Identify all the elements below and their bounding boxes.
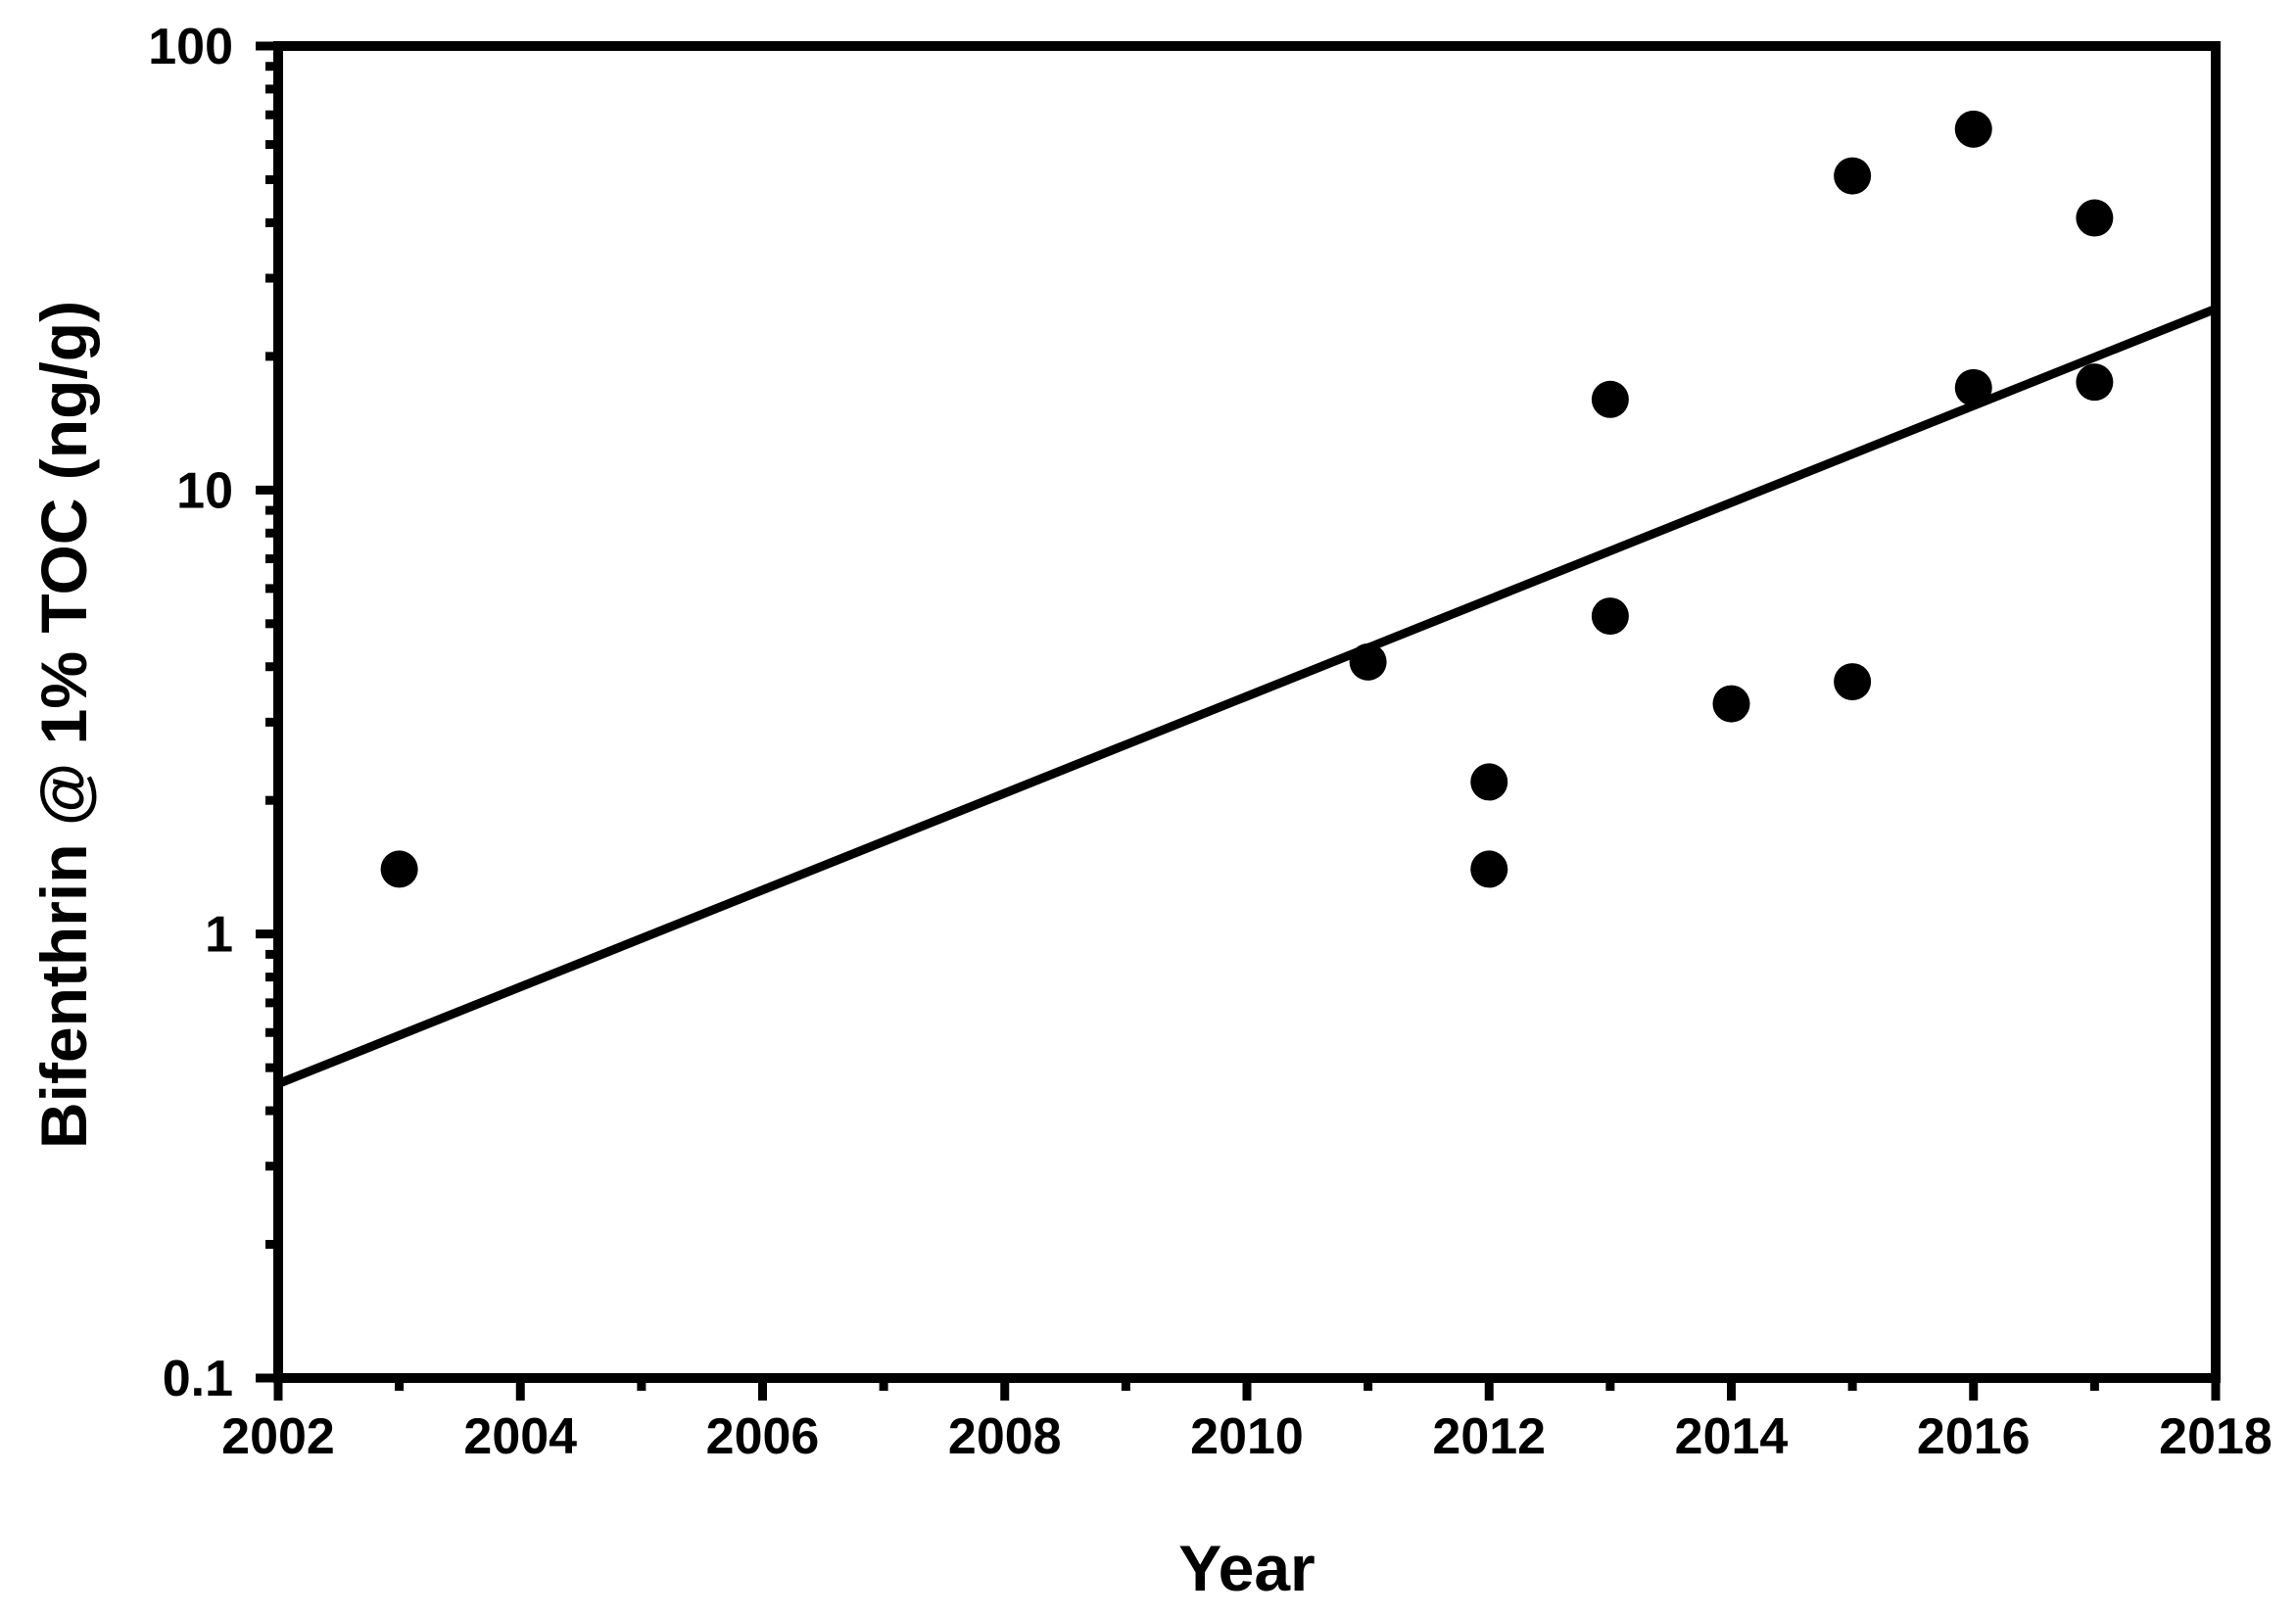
x-tick-label: 2018: [2159, 1408, 2272, 1465]
trend-line-group: [276, 305, 2218, 1088]
x-tick-label: 2016: [1917, 1408, 2031, 1465]
data-point: [1591, 597, 1629, 636]
y-axis-label: Bifenthrin @ 1% TOC (ng/g): [27, 301, 100, 1149]
axis-labels: Year Bifenthrin @ 1% TOC (ng/g): [27, 301, 1315, 1604]
x-tick-label: 2006: [706, 1408, 820, 1465]
data-point: [1954, 368, 1992, 406]
data-point: [1712, 685, 1750, 723]
x-tick-label: 2012: [1432, 1408, 1546, 1465]
data-point: [1591, 380, 1629, 418]
x-axis: 2002 2004 2006 2008 2010 2012 2014 2016 2018: [221, 1378, 2272, 1465]
data-point: [380, 850, 418, 888]
y-tick-label: 1: [205, 907, 233, 964]
data-point: [1349, 642, 1387, 681]
plot-frame: [273, 41, 2221, 1383]
data-point: [1954, 110, 1992, 148]
data-point: [1834, 663, 1872, 701]
x-tick-label: 2014: [1675, 1408, 1789, 1465]
y-axis: 100 10 1 0.1: [148, 19, 278, 1407]
plot-frame-box: [273, 41, 2221, 1383]
data-point: [1470, 763, 1508, 801]
data-point: [1834, 157, 1872, 195]
data-point: [2076, 363, 2114, 402]
x-tick-label: 2010: [1190, 1408, 1304, 1465]
data-point: [1470, 850, 1508, 888]
data-point: [2076, 199, 2114, 237]
x-tick-label: 2004: [463, 1408, 577, 1465]
x-tick-label: 2002: [221, 1408, 335, 1465]
y-tick-label: 100: [148, 19, 233, 75]
x-tick-label: 2008: [948, 1408, 1062, 1465]
data-points: [380, 110, 2114, 888]
x-axis-label: Year: [1178, 1532, 1315, 1604]
trend-line: [276, 305, 2218, 1088]
y-tick-label: 10: [176, 462, 233, 519]
y-tick-label: 0.1: [163, 1351, 233, 1407]
